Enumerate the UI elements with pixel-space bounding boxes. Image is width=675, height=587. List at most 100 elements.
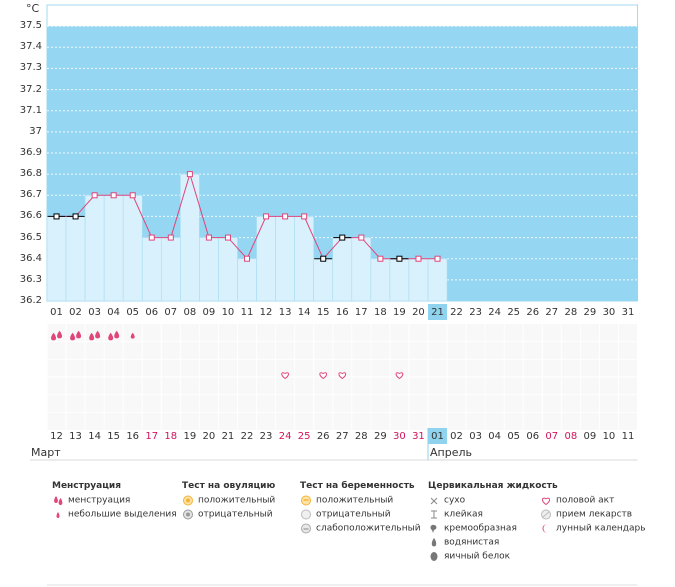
selected-day-highlight — [428, 304, 448, 320]
date-label[interactable]: 01 — [431, 431, 444, 442]
cycle-day-label[interactable]: 05 — [126, 307, 140, 318]
legend-label: половой акт — [556, 495, 615, 506]
ovulation-negative-icon — [182, 509, 193, 520]
cycle-day-label[interactable]: 22 — [450, 307, 463, 318]
y-tick-label: 37.5 — [19, 20, 42, 32]
cycle-day-label[interactable]: 20 — [412, 307, 425, 318]
date-label[interactable]: 31 — [412, 431, 425, 442]
cycle-day-label[interactable]: 01 — [50, 307, 63, 318]
cycle-day-label[interactable]: 12 — [259, 307, 273, 318]
temperature-point — [263, 213, 270, 220]
cycle-day-label[interactable]: 21 — [431, 307, 444, 318]
y-tick-label: 37.1 — [19, 104, 42, 116]
legend-label: водянистая — [444, 537, 500, 548]
date-label[interactable]: 29 — [373, 431, 387, 442]
y-tick-label: 36.9 — [19, 147, 42, 158]
legend-item: яичный белок — [428, 551, 510, 562]
cycle-day-label[interactable]: 30 — [602, 307, 616, 318]
date-label[interactable]: 18 — [164, 431, 178, 442]
menstruation-drop-icon — [70, 332, 76, 341]
cycle-day-label[interactable]: 16 — [335, 307, 349, 318]
date-label[interactable]: 10 — [602, 431, 616, 442]
date-label[interactable]: 28 — [354, 431, 368, 442]
date-label[interactable]: 04 — [488, 431, 501, 442]
date-label[interactable]: 02 — [450, 431, 463, 442]
date-label[interactable]: 11 — [621, 431, 635, 442]
cycle-day-label[interactable]: 28 — [564, 307, 578, 318]
date-label[interactable]: 26 — [316, 431, 330, 442]
heart-icon — [395, 372, 404, 380]
temperature-point — [53, 213, 60, 220]
cycle-day-label[interactable]: 25 — [507, 307, 521, 318]
cycle-day-label[interactable]: 13 — [278, 307, 292, 318]
date-label[interactable]: 05 — [507, 431, 521, 442]
date-label[interactable]: 22 — [240, 431, 254, 442]
cycle-day-label[interactable]: 03 — [88, 307, 101, 318]
legend-title: Тест на беременность — [300, 481, 415, 491]
cycle-day-label[interactable]: 14 — [297, 307, 311, 318]
legend-title: Цервикальная жидкость — [428, 481, 558, 491]
cycle-day-label[interactable]: 31 — [621, 307, 635, 318]
menstruation-drop-icon — [130, 332, 135, 339]
y-tick-label: 36.6 — [19, 210, 42, 222]
cycle-day-label[interactable]: 11 — [240, 307, 254, 318]
legend-item: отрицательный — [182, 509, 273, 520]
date-label[interactable]: 15 — [107, 431, 120, 442]
date-label[interactable]: 03 — [469, 431, 482, 442]
date-label[interactable]: 30 — [393, 431, 406, 442]
cycle-day-label[interactable]: 18 — [373, 307, 387, 318]
date-label[interactable]: 12 — [50, 431, 63, 442]
temperature-point — [282, 213, 289, 220]
cycle-day-label[interactable]: 29 — [583, 307, 597, 318]
temperature-point — [91, 192, 98, 199]
legend-title: Менструация — [52, 481, 121, 491]
cycle-day-label[interactable]: 26 — [526, 307, 540, 318]
date-label[interactable]: 27 — [335, 431, 349, 442]
temperature-point — [129, 192, 136, 199]
date-label[interactable]: 09 — [583, 431, 597, 442]
legend-label: слабоположительный — [316, 523, 421, 534]
pregnancy-positive-icon — [300, 495, 311, 506]
temperature-bar — [46, 216, 67, 302]
cycle-day-label[interactable]: 17 — [354, 307, 368, 318]
cycle-day-label[interactable]: 09 — [202, 307, 216, 318]
y-tick-label: 36.5 — [19, 231, 42, 243]
date-label[interactable]: 16 — [126, 431, 140, 442]
temperature-bar — [218, 237, 238, 302]
cycle-day-label[interactable]: 08 — [183, 307, 197, 318]
date-label[interactable]: 06 — [526, 431, 540, 442]
date-label[interactable]: 21 — [221, 431, 235, 442]
legend-label: яичный белок — [444, 551, 511, 562]
temperature-bar — [199, 237, 219, 302]
date-label[interactable]: 24 — [278, 431, 292, 442]
month-label: Апрель — [430, 446, 472, 459]
cycle-day-label[interactable]: 02 — [69, 307, 82, 318]
date-label[interactable]: 23 — [259, 431, 273, 442]
cycle-day-label[interactable]: 04 — [107, 307, 120, 318]
cycle-day-label[interactable]: 15 — [316, 307, 330, 318]
cycle-day-label[interactable]: 23 — [469, 307, 482, 318]
y-tick-label: 36.4 — [19, 252, 42, 264]
cycle-day-label[interactable]: 27 — [545, 307, 559, 318]
date-label[interactable]: 13 — [69, 431, 82, 442]
unit-label: °C — [26, 2, 40, 15]
date-label[interactable]: 25 — [297, 431, 311, 442]
date-label[interactable]: 08 — [564, 431, 578, 442]
cycle-day-label[interactable]: 07 — [164, 307, 178, 318]
date-label[interactable]: 19 — [183, 431, 197, 442]
cycle-day-label[interactable]: 06 — [145, 307, 159, 318]
heart-icon — [281, 372, 289, 380]
date-label[interactable]: 20 — [202, 431, 216, 442]
sticky-icon — [428, 509, 438, 519]
date-label[interactable]: 07 — [545, 431, 559, 442]
legend-label: положительный — [198, 495, 276, 506]
y-tick-label: 36.8 — [19, 168, 42, 180]
legend-item: отрицательный — [300, 509, 391, 520]
date-label[interactable]: 14 — [88, 431, 101, 442]
date-label[interactable]: 17 — [145, 431, 159, 442]
cycle-day-label[interactable]: 19 — [393, 307, 406, 318]
menstruation-drop-icon — [76, 330, 82, 339]
cycle-day-label[interactable]: 10 — [221, 307, 235, 318]
y-tick-label: 37 — [29, 125, 42, 137]
cycle-day-label[interactable]: 24 — [488, 307, 501, 318]
